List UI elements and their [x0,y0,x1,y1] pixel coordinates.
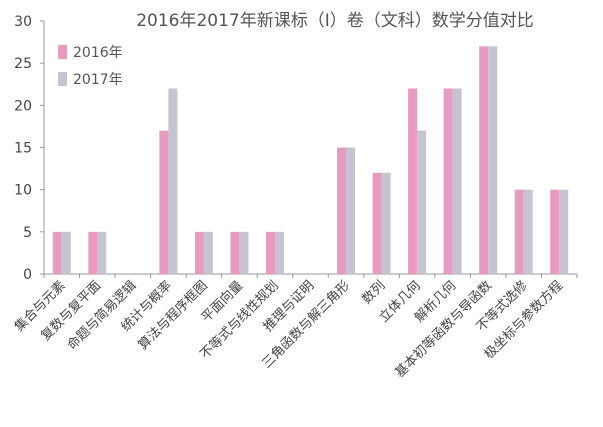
bar [372,172,382,274]
bar [274,231,284,274]
bar [381,172,391,274]
bar [337,147,347,274]
y-tick-label: 10 [14,183,32,199]
bar [88,231,98,274]
bar [443,88,453,274]
legend-swatch-2017 [58,71,67,86]
bar [452,88,462,274]
bar [203,231,213,274]
x-tick-label: 数列 [359,278,388,307]
bar [488,46,498,274]
bar [559,189,569,274]
bar [194,231,204,274]
y-tick-label: 5 [23,225,32,241]
y-tick-label: 0 [23,267,32,283]
bar [159,130,169,274]
bar [417,130,427,274]
y-tick-label: 30 [14,14,32,30]
bar [523,189,533,274]
bar [550,189,560,274]
bar [408,88,418,274]
y-tick-label: 15 [14,141,32,157]
bar [97,231,107,274]
bar [168,88,178,274]
legend-label-2017: 2017年 [73,71,123,88]
bar [265,231,275,274]
bar [514,189,524,274]
legend-item-2016: 2016年 [58,38,123,65]
legend-item-2017: 2017年 [58,65,123,92]
chart-title: 2016年2017年新课标（Ⅰ）卷（文科）数学分值对比 [136,11,534,31]
y-tick-label: 20 [14,98,32,114]
bar [239,231,249,274]
y-tick-label: 25 [14,56,32,72]
legend-label-2016: 2016年 [73,44,123,61]
legend: 2016年 2017年 [58,38,123,92]
bar [230,231,240,274]
legend-swatch-2016 [58,44,67,59]
bar [479,46,489,274]
bar [346,147,356,274]
bar [52,231,62,274]
bar [61,231,71,274]
